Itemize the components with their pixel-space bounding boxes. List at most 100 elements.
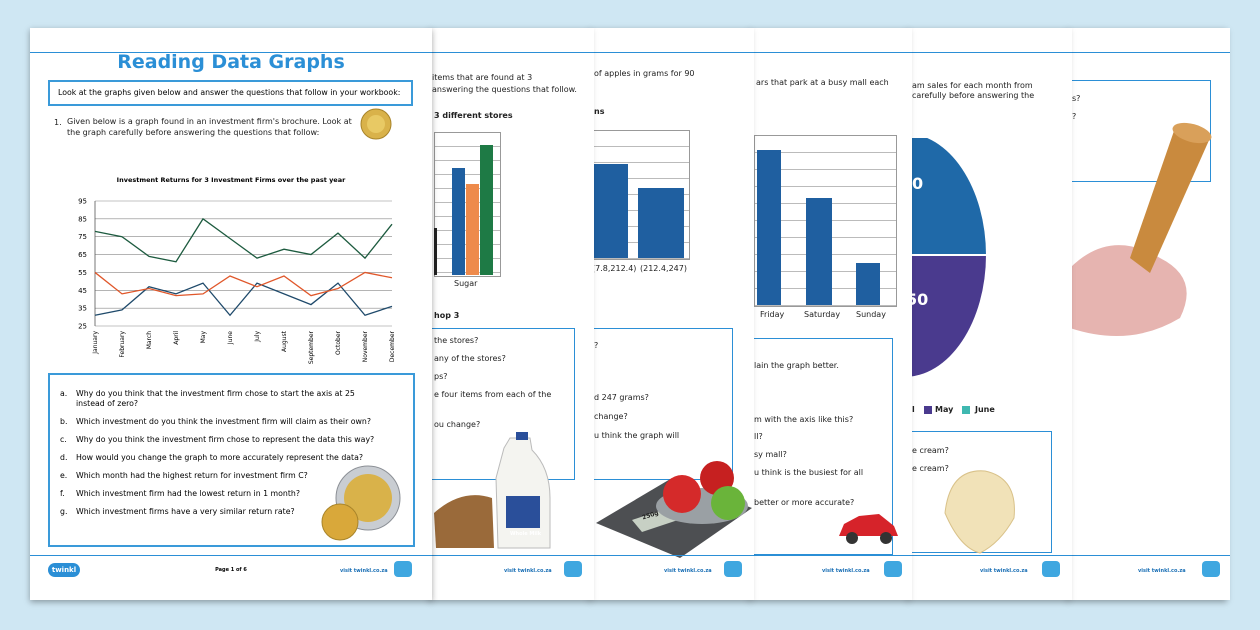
y-tick-label: 75 (78, 233, 87, 241)
question-label: f. (60, 489, 65, 498)
footer-line (910, 555, 1072, 556)
x-tick-label: June (227, 331, 234, 345)
x-tick-label: November (362, 330, 369, 362)
scale-with-apples (596, 461, 752, 558)
footer-line (30, 555, 432, 556)
bar (594, 164, 628, 258)
footer-url: visit twinkl.co.za (664, 568, 712, 574)
badge (564, 561, 582, 577)
box (592, 328, 733, 480)
page-6: s? ? visit twinkl.co.za (1070, 28, 1230, 600)
question-text: Which month had the highest return for i… (76, 471, 308, 480)
text: m with the axis like this? (754, 415, 854, 424)
text: the stores? (434, 336, 479, 345)
text: am sales for each month from (912, 81, 1033, 90)
question-label: c. (60, 435, 67, 444)
x-label: Saturday (804, 310, 841, 319)
footer-url: visit twinkl.co.za (822, 568, 870, 574)
questions-box: a. Why do you think that the investment f… (48, 373, 415, 547)
question-text: Why do you think the investment firm cho… (76, 435, 375, 444)
bar (452, 168, 465, 275)
x-label: Sunday (856, 310, 886, 319)
legend-text: June (975, 405, 995, 414)
question: e. Which month had the highest return for… (60, 471, 405, 481)
legend-swatch (924, 406, 932, 414)
page-4: ars that park at a busy mall each Friday… (752, 28, 912, 600)
title: Reading Data Graphs (117, 51, 345, 73)
text: any of the stores? (434, 354, 506, 363)
y-tick-label: 85 (78, 215, 87, 223)
page-3: of apples in grams for 90 ns (7.8,212.4)… (592, 28, 754, 600)
badge (394, 561, 412, 577)
x-tick-label: September (308, 330, 315, 364)
question-label: e. (60, 471, 68, 480)
text: change? (594, 412, 628, 421)
badge (1042, 561, 1060, 577)
text: ps? (434, 372, 448, 381)
text: answering the questions that follow. (432, 85, 577, 94)
toy-car (839, 514, 898, 544)
x-label: Friday (760, 310, 785, 319)
question: c. Why do you think the investment firm c… (60, 435, 405, 445)
question: a. Why do you think that the investment f… (60, 389, 360, 409)
question: g. Which investment firms have a very sim… (60, 507, 405, 517)
box (752, 338, 893, 555)
page-1: Reading Data Graphs Look at the graphs g… (30, 28, 432, 600)
pie-label: 0 (912, 174, 924, 193)
question-label: b. (60, 417, 68, 426)
text: e cream? (912, 446, 949, 455)
chart-title: Investment Returns for 3 Investment Firm… (117, 176, 346, 184)
x-tick-label: May (200, 331, 207, 344)
x-tick-label: July (254, 331, 261, 343)
text: ll? (754, 432, 763, 441)
badge (884, 561, 902, 577)
question-text: Why do you think that the investment fir… (76, 389, 355, 408)
text: carefully before answering the (912, 91, 1035, 100)
coins-image (321, 465, 401, 541)
question-label: g. (60, 507, 68, 516)
badge (1202, 561, 1220, 577)
x-tick-label: October (335, 330, 342, 355)
page-number: Page 1 of 6 (215, 567, 247, 573)
ice-cream-scoop (944, 470, 1015, 554)
bar (757, 150, 781, 305)
text: ars that park at a busy mall each (756, 78, 889, 87)
x-tick-label: August (281, 330, 288, 352)
question: f. Which investment firm had the lowest r… (60, 489, 405, 499)
x-tick-label: December (389, 330, 396, 362)
text: u think is the busiest for all (754, 468, 864, 477)
x-label: Sugar (454, 279, 478, 288)
question-text: Given below is a graph found in an inves… (67, 117, 352, 137)
text: hop 3 (434, 311, 460, 320)
text: ? (594, 341, 599, 350)
series-line (94, 217, 393, 263)
box (1070, 80, 1211, 182)
footer-url: visit twinkl.co.za (980, 568, 1028, 574)
footer-line (1070, 555, 1230, 556)
pie-label: 50 (910, 290, 929, 309)
bar (434, 228, 437, 275)
bar (638, 188, 684, 258)
text: s? (1072, 94, 1081, 103)
text: ns (594, 107, 605, 116)
x-tick-label: March (146, 331, 153, 349)
pie-fragment (910, 138, 986, 377)
series-line (94, 271, 393, 297)
footer-url: visit twinkl.co.za (504, 568, 552, 574)
y-tick-label: 45 (78, 287, 87, 295)
y-tick-label: 65 (78, 251, 87, 259)
y-tick-label: 55 (78, 269, 87, 277)
text: better or more accurate? (754, 498, 855, 507)
question: b. Which investment do you think the inve… (60, 417, 405, 427)
badge (724, 561, 742, 577)
line-chart: Investment Returns for 3 Investment Firm… (78, 176, 396, 364)
bar (806, 198, 832, 305)
text: lain the graph better. (754, 361, 839, 370)
footer-line (432, 555, 594, 556)
question-list: a. Why do you think that the investment f… (50, 389, 413, 517)
footer-url: visit twinkl.co.za (1138, 568, 1186, 574)
bar (856, 263, 880, 305)
question-label: d. (60, 453, 68, 462)
text: u think the graph will (594, 431, 680, 440)
